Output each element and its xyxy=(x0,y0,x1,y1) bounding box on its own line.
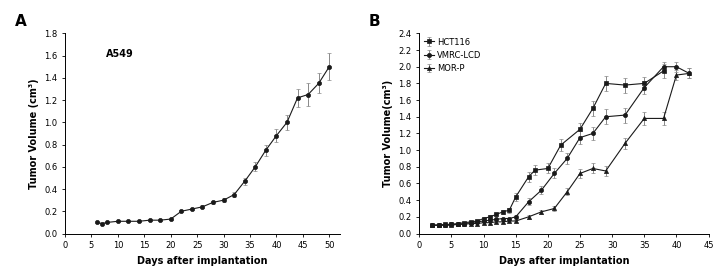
Text: A: A xyxy=(14,14,26,29)
Legend: HCT116, VMRC-LCD, MOR-P: HCT116, VMRC-LCD, MOR-P xyxy=(422,36,483,75)
Y-axis label: Tumor Volume (cm³): Tumor Volume (cm³) xyxy=(29,78,38,189)
X-axis label: Days after implantation: Days after implantation xyxy=(137,256,268,266)
X-axis label: Days after implantation: Days after implantation xyxy=(499,256,629,266)
Text: B: B xyxy=(369,14,380,29)
Text: A549: A549 xyxy=(106,49,134,59)
Y-axis label: Tumor Volume(cm³): Tumor Volume(cm³) xyxy=(383,80,393,187)
